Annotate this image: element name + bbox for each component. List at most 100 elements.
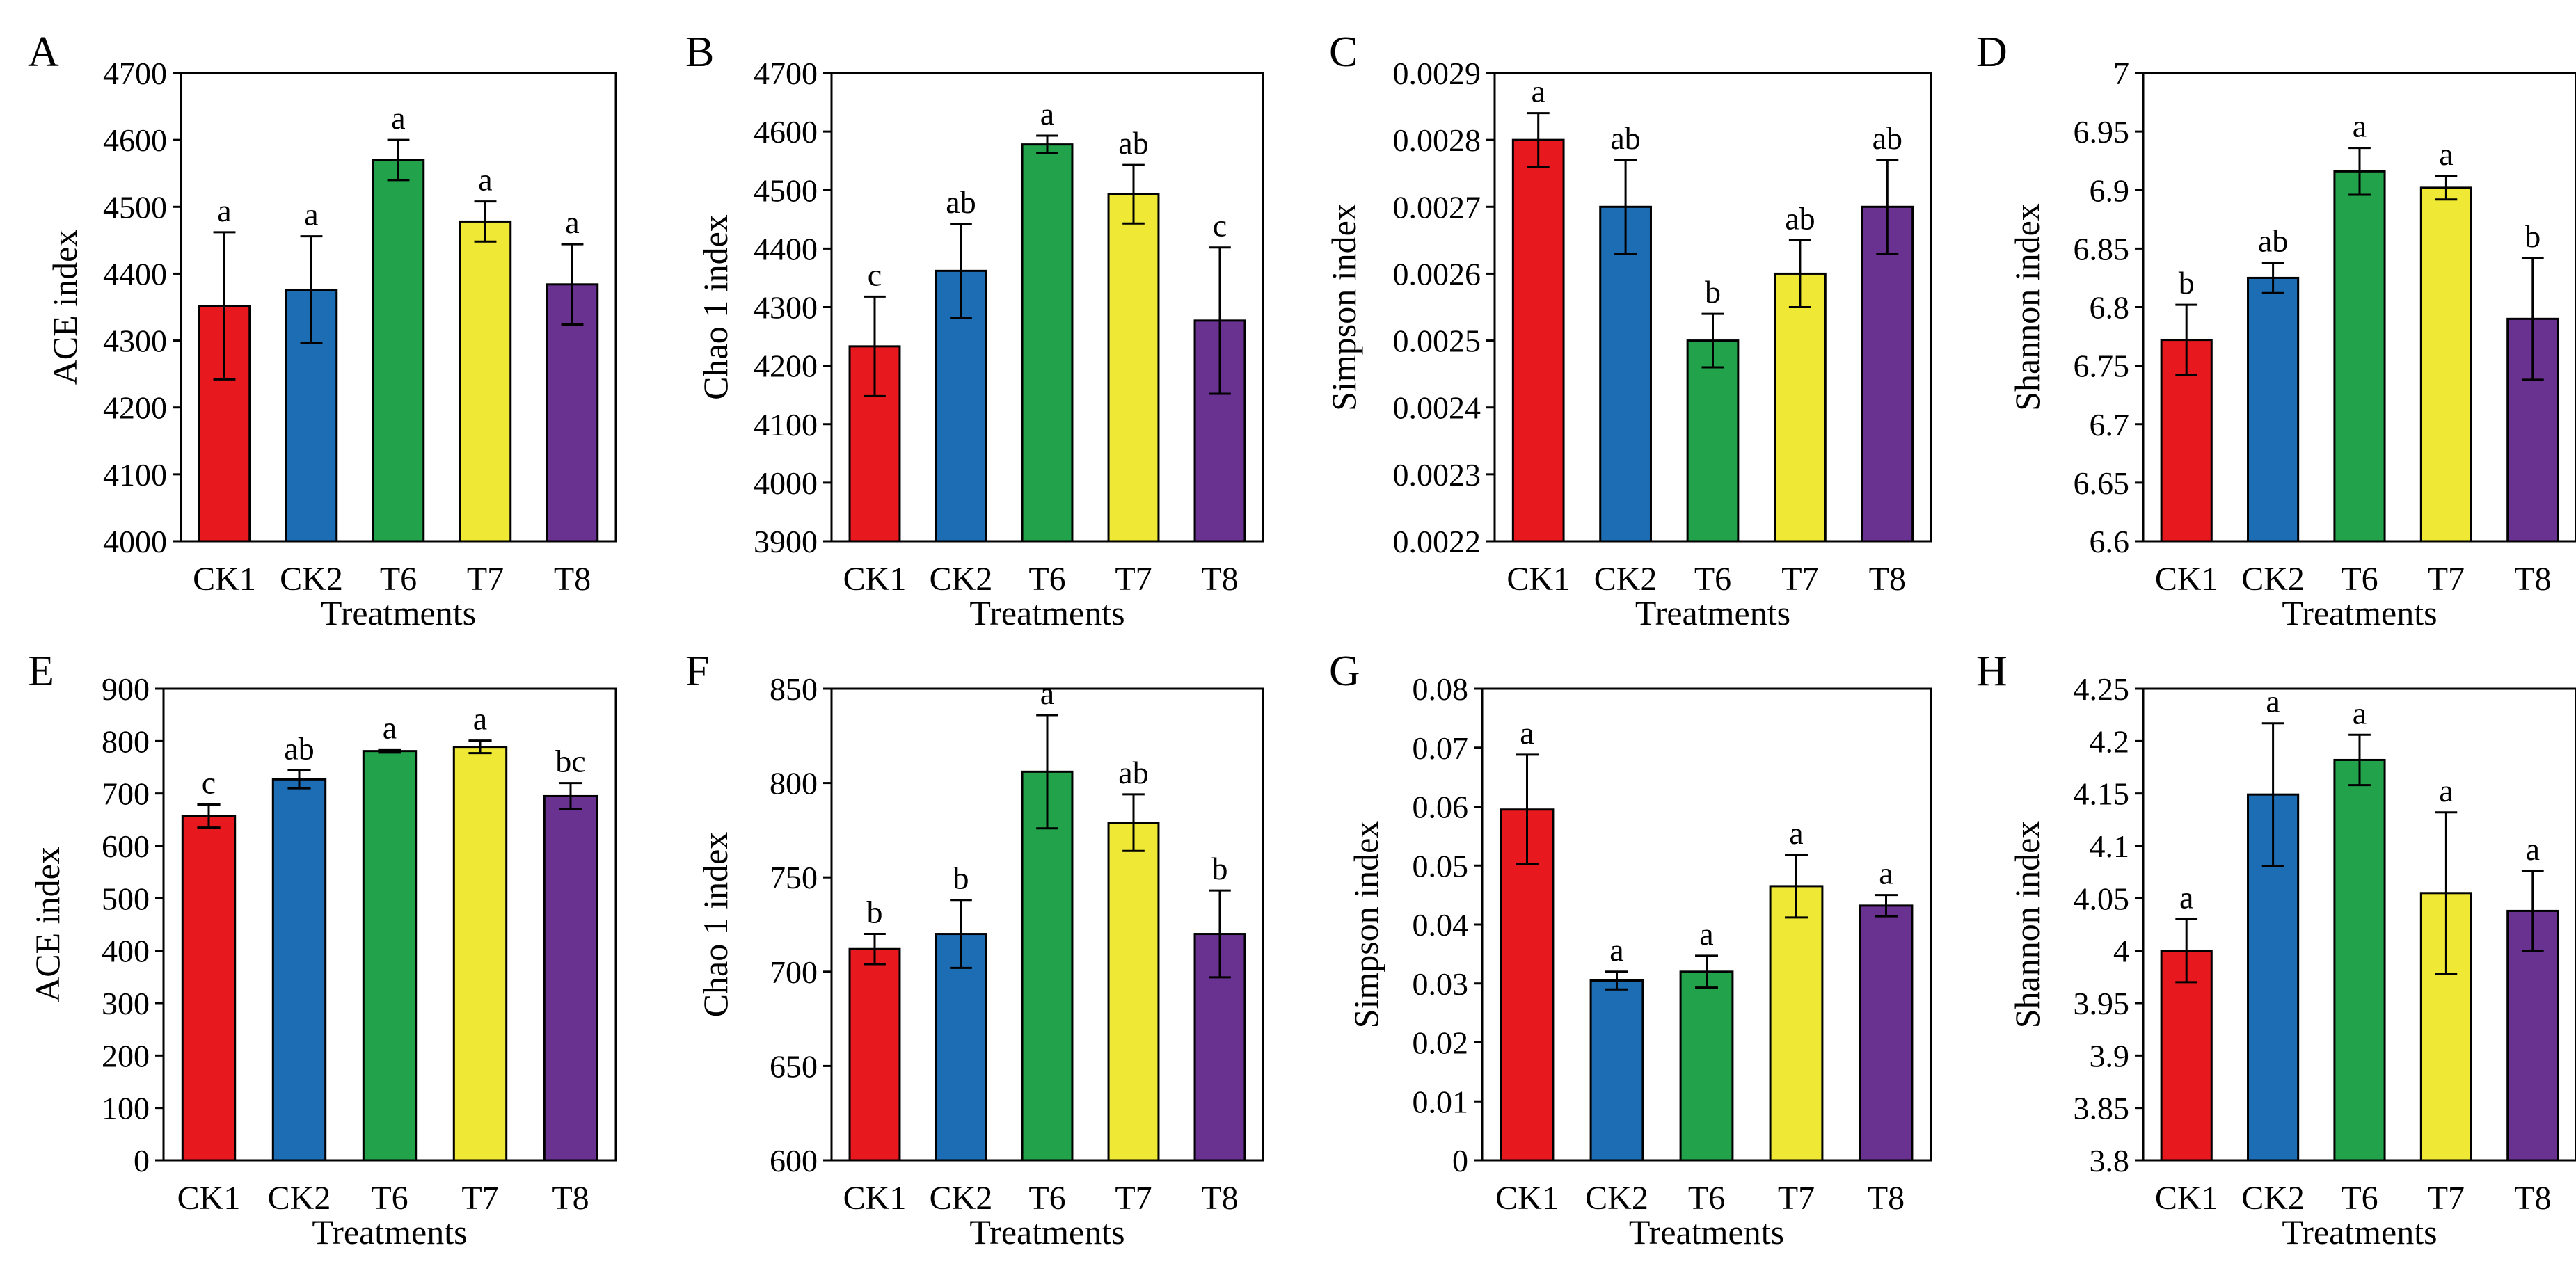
y-tick-label: 3.9 bbox=[2090, 1038, 2130, 1073]
significance-letter: b bbox=[867, 895, 883, 930]
category-label: CK2 bbox=[1585, 1180, 1648, 1217]
plot-frame bbox=[830, 72, 1264, 543]
significance-letter: b bbox=[953, 861, 969, 896]
x-axis-title: Treatments bbox=[312, 1213, 467, 1251]
significance-letter: ab bbox=[1610, 120, 1640, 156]
y-tick-label: 900 bbox=[102, 671, 150, 707]
bar-ck1 bbox=[848, 345, 901, 543]
panel-h: Ha CK1 a CK2 a T6 a T7 a T8 3.8 3.85 3.9 3.95 4 4.05 4.1… bbox=[1976, 648, 2576, 1251]
bar-ck2 bbox=[2247, 276, 2300, 543]
significance-letter: a bbox=[1879, 856, 1893, 891]
significance-letter: a bbox=[2526, 831, 2540, 867]
panel-letter: H bbox=[1976, 648, 2007, 695]
x-axis-title: Treatments bbox=[1629, 1213, 1784, 1251]
panel-letter: C bbox=[1329, 29, 1358, 76]
y-tick-label: 4000 bbox=[103, 524, 167, 559]
significance-letter: ab bbox=[946, 184, 976, 220]
panel-letter: G bbox=[1329, 648, 1360, 695]
y-tick-label: 4.2 bbox=[2090, 723, 2130, 759]
y-tick-label: 0.01 bbox=[1413, 1084, 1469, 1119]
category-label: CK1 bbox=[2155, 1180, 2218, 1217]
category-label: T7 bbox=[1778, 1180, 1815, 1217]
y-tick-label: 6.95 bbox=[2074, 114, 2130, 150]
significance-letter: ab bbox=[1785, 200, 1815, 236]
y-tick-label: 0.04 bbox=[1413, 907, 1469, 943]
category-label: T8 bbox=[1868, 1180, 1905, 1217]
y-axis-title: Chao 1 index bbox=[696, 214, 735, 400]
category-label: CK1 bbox=[843, 1180, 907, 1217]
y-tick-label: 7 bbox=[2113, 56, 2129, 91]
y-axis-title: Shannon index bbox=[2007, 203, 2046, 411]
plot-frame bbox=[1493, 72, 1932, 543]
y-tick-label: 4400 bbox=[754, 231, 818, 266]
y-tick-label: 6.8 bbox=[2090, 290, 2130, 326]
category-label: T6 bbox=[1028, 561, 1065, 598]
bar-t7 bbox=[459, 220, 512, 543]
category-label: CK2 bbox=[2241, 561, 2305, 598]
bar-ck1 bbox=[848, 947, 901, 1162]
bar-t7 bbox=[1774, 272, 1827, 543]
bar-ck1 bbox=[1511, 138, 1565, 543]
panel-c: Ca CK1 ab CK2 b T6 ab T7 ab T8 0.0022 0.0023 0.0024 0… bbox=[1324, 29, 1932, 632]
bar-t6 bbox=[1021, 770, 1074, 1162]
x-axis-title: Treatments bbox=[1635, 593, 1790, 632]
y-tick-label: 0.0028 bbox=[1393, 122, 1481, 158]
bar-ck2 bbox=[1599, 205, 1652, 543]
y-tick-label: 0.05 bbox=[1413, 848, 1469, 883]
significance-letter: b bbox=[1705, 274, 1721, 310]
y-tick-label: 4100 bbox=[754, 407, 818, 442]
panel-letter: F bbox=[685, 648, 709, 695]
y-tick-label: 800 bbox=[770, 766, 818, 801]
plot-frame bbox=[2142, 72, 2576, 543]
bar-ck2 bbox=[935, 933, 987, 1162]
y-tick-label: 4700 bbox=[754, 56, 818, 91]
y-tick-label: 300 bbox=[102, 986, 150, 1021]
y-tick-label: 4.05 bbox=[2074, 881, 2130, 916]
significance-letter: a bbox=[2353, 695, 2367, 730]
y-tick-label: 4500 bbox=[103, 189, 167, 225]
y-tick-label: 0.0023 bbox=[1393, 457, 1481, 493]
y-tick-label: 700 bbox=[770, 954, 818, 990]
category-label: T6 bbox=[2341, 1180, 2378, 1217]
y-tick-label: 6.75 bbox=[2074, 349, 2130, 384]
panel-f: Fb CK1 b CK2 a T6 ab T7 b T8 600 650 700 750 800 850 Tre… bbox=[685, 648, 1264, 1251]
y-tick-label: 0.0024 bbox=[1393, 390, 1481, 426]
y-tick-label: 6.9 bbox=[2090, 173, 2130, 208]
y-tick-label: 6.7 bbox=[2090, 407, 2130, 442]
category-label: T7 bbox=[467, 561, 504, 598]
significance-letter: a bbox=[2439, 773, 2453, 808]
significance-letter: a bbox=[391, 100, 405, 136]
bar-t6 bbox=[1021, 143, 1074, 543]
y-tick-label: 6.85 bbox=[2074, 231, 2130, 266]
x-axis-title: Treatments bbox=[969, 593, 1124, 632]
y-tick-label: 0.0027 bbox=[1393, 189, 1481, 225]
category-label: T7 bbox=[2428, 561, 2465, 598]
y-tick-label: 3.8 bbox=[2090, 1143, 2130, 1178]
bar-t8 bbox=[543, 794, 598, 1162]
panel-letter: D bbox=[1976, 29, 2007, 76]
x-axis-title: Treatments bbox=[2282, 593, 2437, 632]
category-label: T8 bbox=[1201, 561, 1238, 598]
category-label: T8 bbox=[552, 1180, 589, 1217]
significance-letter: bc bbox=[555, 744, 585, 779]
y-tick-label: 4000 bbox=[754, 465, 818, 501]
bar-ck2 bbox=[1589, 979, 1644, 1162]
x-axis-title: Treatments bbox=[969, 1213, 1124, 1251]
category-label: CK1 bbox=[193, 561, 256, 598]
y-tick-label: 4600 bbox=[754, 114, 818, 150]
bar-t7 bbox=[452, 746, 508, 1162]
category-label: T7 bbox=[2428, 1180, 2465, 1217]
bar-t8 bbox=[1861, 205, 1914, 543]
y-tick-label: 500 bbox=[102, 881, 150, 916]
significance-letter: a bbox=[2353, 109, 2367, 144]
significance-letter: a bbox=[1699, 916, 1713, 952]
category-label: CK2 bbox=[2241, 1180, 2305, 1217]
bar-t6 bbox=[362, 750, 418, 1162]
y-tick-label: 0.08 bbox=[1413, 671, 1469, 707]
category-label: CK1 bbox=[2155, 561, 2218, 598]
category-label: T8 bbox=[2514, 561, 2551, 598]
y-tick-label: 850 bbox=[770, 671, 818, 707]
bar-t7 bbox=[1769, 885, 1824, 1162]
significance-letter: c bbox=[1213, 208, 1227, 243]
significance-letter: a bbox=[1040, 675, 1054, 711]
